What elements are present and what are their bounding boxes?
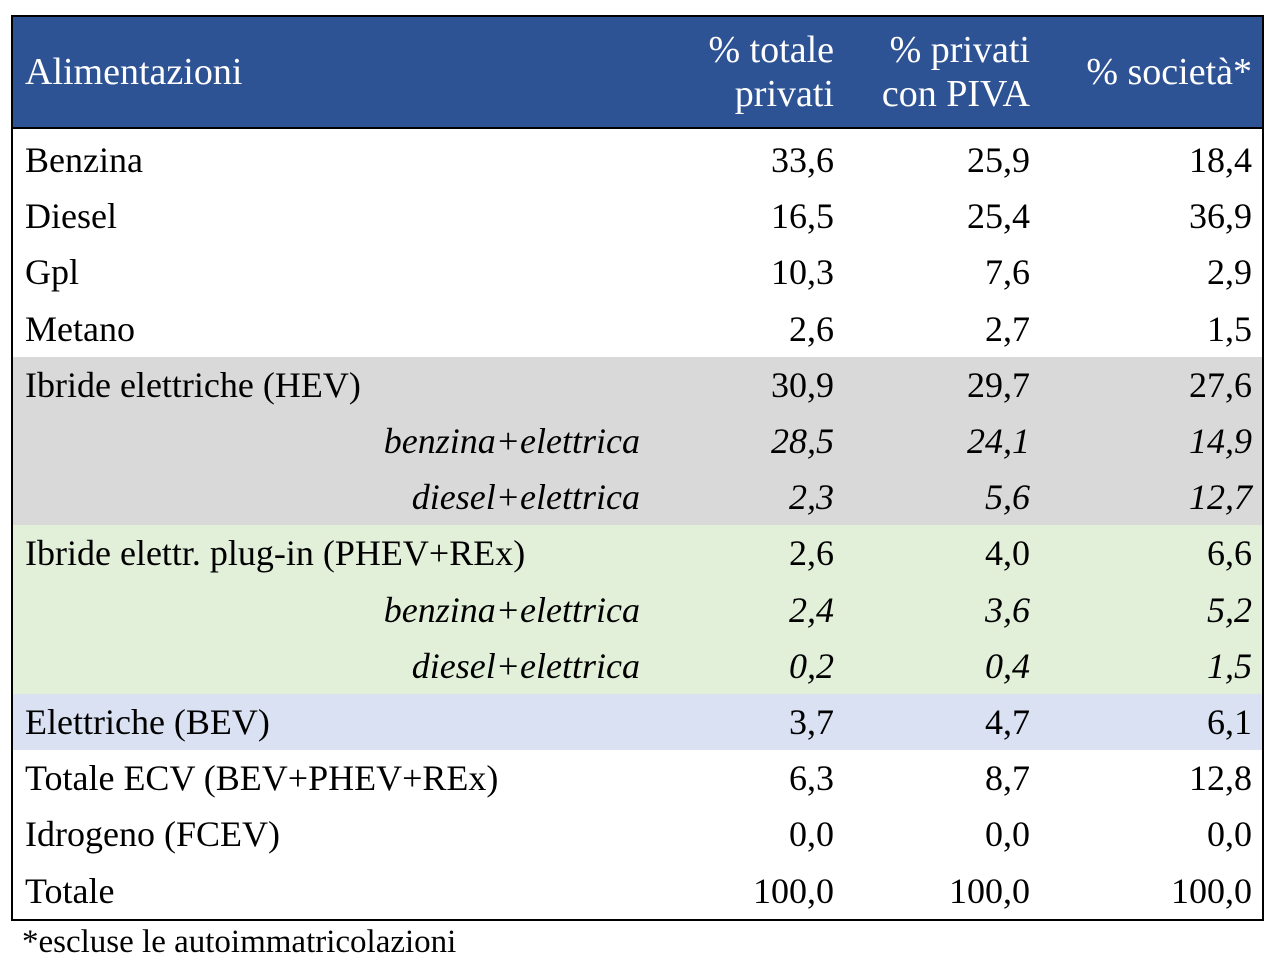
table-header: Alimentazioni % totale privati % privati… [13,17,1262,129]
table-row: Totale ECV (BEV+PHEV+REx) 6,3 8,7 12,8 [13,750,1262,806]
cell-privati-piva: 3,6 [985,589,1030,630]
table-row-hev-sub: diesel+elettrica 2,3 5,6 12,7 [13,469,1262,526]
cell-societa: 12,8 [1189,758,1252,799]
table-row: Gpl 10,3 7,6 2,9 [13,244,1262,300]
table-row: Diesel 16,5 25,4 36,9 [13,188,1262,244]
cell-totale-privati: 3,7 [789,701,834,742]
row-label: Ibride elettr. plug-in (PHEV+REx) [25,533,526,574]
header-societa: % società* [1030,17,1252,127]
cell-privati-piva: 4,0 [985,533,1030,574]
cell-totale-privati: 0,2 [789,645,834,686]
cell-societa: 6,1 [1207,701,1252,742]
row-label: Elettriche (BEV) [25,701,270,742]
cell-privati-piva: 7,6 [985,252,1030,293]
cell-totale-privati: 2,6 [789,533,834,574]
table-row-phev-sub: benzina+elettrica 2,4 3,6 5,2 [13,581,1262,638]
header-line: % privati [889,29,1030,71]
table-row-hev: Ibride elettriche (HEV) 30,9 29,7 27,6 [13,356,1262,413]
cell-privati-piva: 0,4 [985,645,1030,686]
cell-societa: 18,4 [1189,140,1252,181]
header-alimentazioni: Alimentazioni [13,17,673,127]
table-row-phev-sub: diesel+elettrica 0,2 0,4 1,5 [13,637,1262,694]
row-label: diesel+elettrica [411,477,640,518]
cell-totale-privati: 2,4 [789,589,834,630]
cell-privati-piva: 0,0 [985,814,1030,855]
cell-totale-privati: 33,6 [771,140,834,181]
table-row-phev: Ibride elettr. plug-in (PHEV+REx) 2,6 4,… [13,525,1262,582]
row-label: Diesel [25,196,117,237]
cell-privati-piva: 25,9 [967,140,1030,181]
table-row-hev-sub: benzina+elettrica 28,5 24,1 14,9 [13,412,1262,470]
row-label: Metano [25,308,135,349]
cell-totale-privati: 30,9 [771,364,834,405]
cell-societa: 5,2 [1207,589,1252,630]
header-privati-piva: % privati con PIVA [834,17,1030,127]
cell-totale-privati: 2,3 [789,477,834,518]
cell-societa: 0,0 [1207,814,1252,855]
cell-totale-privati: 16,5 [771,196,834,237]
cell-totale-privati: 6,3 [789,758,834,799]
table-body: Benzina 33,6 25,9 18,4 Diesel 16,5 25,4 … [13,129,1262,919]
row-label: Idrogeno (FCEV) [25,814,280,855]
cell-societa: 6,6 [1207,533,1252,574]
cell-privati-piva: 8,7 [985,758,1030,799]
header-line: privati [734,73,834,115]
fuel-type-table: Alimentazioni % totale privati % privati… [11,15,1264,921]
cell-totale-privati: 28,5 [771,421,834,462]
cell-societa: 1,5 [1207,308,1252,349]
table-row-bev: Elettriche (BEV) 3,7 4,7 6,1 [13,693,1262,751]
cell-privati-piva: 4,7 [985,701,1030,742]
cell-privati-piva: 5,6 [985,477,1030,518]
header-line: con PIVA [881,73,1030,115]
cell-privati-piva: 2,7 [985,308,1030,349]
cell-privati-piva: 25,4 [967,196,1030,237]
row-label: Ibride elettriche (HEV) [25,364,361,405]
header-line: % totale [708,29,834,71]
cell-societa: 36,9 [1189,196,1252,237]
cell-privati-piva: 29,7 [967,364,1030,405]
row-label: Totale ECV (BEV+PHEV+REx) [25,758,499,799]
footnote: *escluse le autoimmatricolazioni [22,924,457,960]
cell-societa: 27,6 [1189,364,1252,405]
cell-totale-privati: 100,0 [753,870,834,911]
cell-societa: 100,0 [1171,870,1252,911]
header-label: Alimentazioni [25,51,243,93]
row-label: Benzina [25,140,143,181]
cell-societa: 1,5 [1207,645,1252,686]
cell-societa: 12,7 [1189,477,1252,518]
table-row: Benzina 33,6 25,9 18,4 [13,132,1262,188]
table-row-total: Totale 100,0 100,0 100,0 [13,862,1262,918]
cell-totale-privati: 0,0 [789,814,834,855]
row-label: Gpl [25,252,79,293]
row-label: benzina+elettrica [383,589,640,630]
table-row: Metano 2,6 2,7 1,5 [13,301,1262,357]
row-label: diesel+elettrica [411,645,640,686]
cell-societa: 14,9 [1189,421,1252,462]
cell-societa: 2,9 [1207,252,1252,293]
row-label: Totale [25,870,115,911]
cell-privati-piva: 24,1 [967,421,1030,462]
cell-privati-piva: 100,0 [949,870,1030,911]
cell-totale-privati: 10,3 [771,252,834,293]
header-totale-privati: % totale privati [673,17,834,127]
row-label: benzina+elettrica [383,421,640,462]
cell-totale-privati: 2,6 [789,308,834,349]
header-label: % società* [1086,51,1252,93]
table-row: Idrogeno (FCEV) 0,0 0,0 0,0 [13,806,1262,862]
